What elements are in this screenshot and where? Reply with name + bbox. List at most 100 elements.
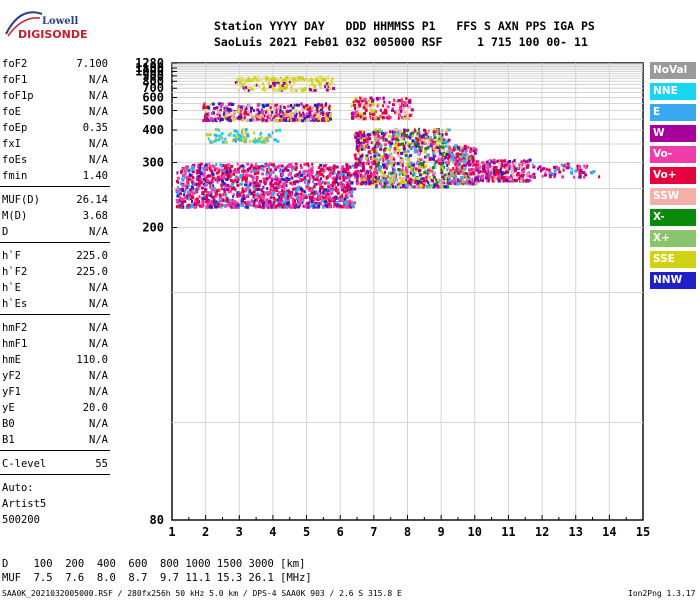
data-point bbox=[278, 184, 282, 188]
data-point bbox=[222, 192, 226, 196]
digisonde-logo: Lowell DIGISONDE bbox=[2, 4, 87, 44]
data-point bbox=[212, 118, 215, 122]
data-point bbox=[195, 197, 199, 201]
data-point bbox=[547, 168, 551, 172]
data-point bbox=[201, 200, 205, 204]
param-value: 3.68 bbox=[82, 210, 108, 222]
data-point bbox=[269, 185, 273, 189]
data-point bbox=[262, 201, 266, 204]
data-point bbox=[213, 106, 216, 110]
data-point bbox=[408, 145, 411, 149]
data-point bbox=[282, 184, 286, 188]
data-point bbox=[356, 113, 360, 117]
data-point bbox=[226, 163, 230, 167]
data-point bbox=[295, 77, 299, 81]
data-point bbox=[203, 164, 206, 168]
data-point bbox=[332, 188, 336, 191]
data-point bbox=[323, 164, 327, 168]
data-point bbox=[199, 172, 203, 176]
data-point bbox=[189, 190, 192, 194]
data-point bbox=[303, 176, 307, 180]
data-point bbox=[369, 172, 372, 175]
data-point bbox=[210, 188, 214, 192]
data-point bbox=[205, 112, 209, 116]
param-value: N/A bbox=[89, 322, 108, 334]
data-point bbox=[520, 176, 523, 180]
data-point bbox=[552, 172, 555, 176]
data-point bbox=[208, 162, 211, 166]
data-point bbox=[477, 179, 480, 183]
data-point bbox=[361, 144, 364, 148]
data-point bbox=[441, 181, 444, 185]
param-value: 110.0 bbox=[76, 354, 108, 366]
data-point bbox=[390, 172, 393, 176]
data-point bbox=[306, 173, 309, 177]
data-point bbox=[377, 134, 380, 138]
data-point bbox=[287, 109, 291, 113]
data-point bbox=[390, 180, 394, 184]
data-point bbox=[419, 149, 423, 153]
data-point bbox=[466, 154, 470, 158]
data-point bbox=[446, 168, 449, 172]
data-point bbox=[396, 142, 399, 146]
data-point bbox=[322, 111, 325, 115]
data-point bbox=[505, 167, 509, 171]
data-point bbox=[276, 80, 280, 84]
data-point bbox=[394, 150, 397, 154]
data-point bbox=[370, 156, 372, 160]
data-point bbox=[451, 180, 455, 184]
data-point bbox=[398, 99, 402, 102]
data-point bbox=[176, 176, 180, 180]
data-point bbox=[220, 132, 224, 136]
data-point bbox=[236, 82, 239, 86]
data-point bbox=[303, 87, 307, 91]
data-point bbox=[446, 182, 449, 186]
data-point bbox=[286, 201, 290, 205]
data-point bbox=[232, 194, 235, 198]
data-point bbox=[468, 169, 471, 173]
data-point bbox=[252, 169, 255, 173]
data-point bbox=[259, 180, 263, 183]
data-point bbox=[224, 116, 228, 120]
data-point bbox=[482, 169, 486, 173]
data-point bbox=[205, 194, 209, 197]
data-point bbox=[216, 202, 220, 206]
data-point bbox=[257, 187, 261, 191]
data-point bbox=[256, 139, 259, 143]
data-point bbox=[211, 112, 214, 116]
data-point bbox=[231, 187, 234, 191]
data-point bbox=[294, 202, 297, 206]
data-point bbox=[359, 173, 362, 177]
data-point bbox=[518, 177, 521, 180]
data-point bbox=[504, 171, 507, 175]
data-point bbox=[193, 165, 196, 169]
data-point bbox=[288, 191, 292, 195]
data-point bbox=[435, 144, 439, 148]
data-point bbox=[267, 118, 271, 122]
data-point bbox=[278, 182, 281, 186]
data-point bbox=[568, 165, 571, 169]
data-point bbox=[271, 183, 274, 187]
data-point bbox=[227, 190, 230, 194]
data-point bbox=[423, 150, 426, 154]
data-point bbox=[228, 204, 232, 208]
data-point bbox=[498, 175, 502, 179]
data-point bbox=[262, 140, 266, 144]
data-point bbox=[353, 172, 357, 176]
param-value: N/A bbox=[89, 154, 108, 166]
data-point bbox=[227, 201, 231, 205]
data-point bbox=[284, 106, 288, 110]
data-point bbox=[583, 175, 585, 179]
data-point bbox=[430, 184, 434, 188]
data-point bbox=[329, 87, 332, 91]
data-point bbox=[318, 82, 322, 86]
data-point bbox=[305, 78, 309, 82]
data-point bbox=[345, 192, 348, 196]
data-point bbox=[288, 172, 292, 176]
data-point bbox=[313, 103, 317, 107]
data-point bbox=[463, 148, 466, 152]
data-point bbox=[265, 191, 269, 195]
data-point bbox=[317, 166, 320, 170]
data-point bbox=[477, 160, 480, 163]
data-point bbox=[401, 172, 405, 176]
